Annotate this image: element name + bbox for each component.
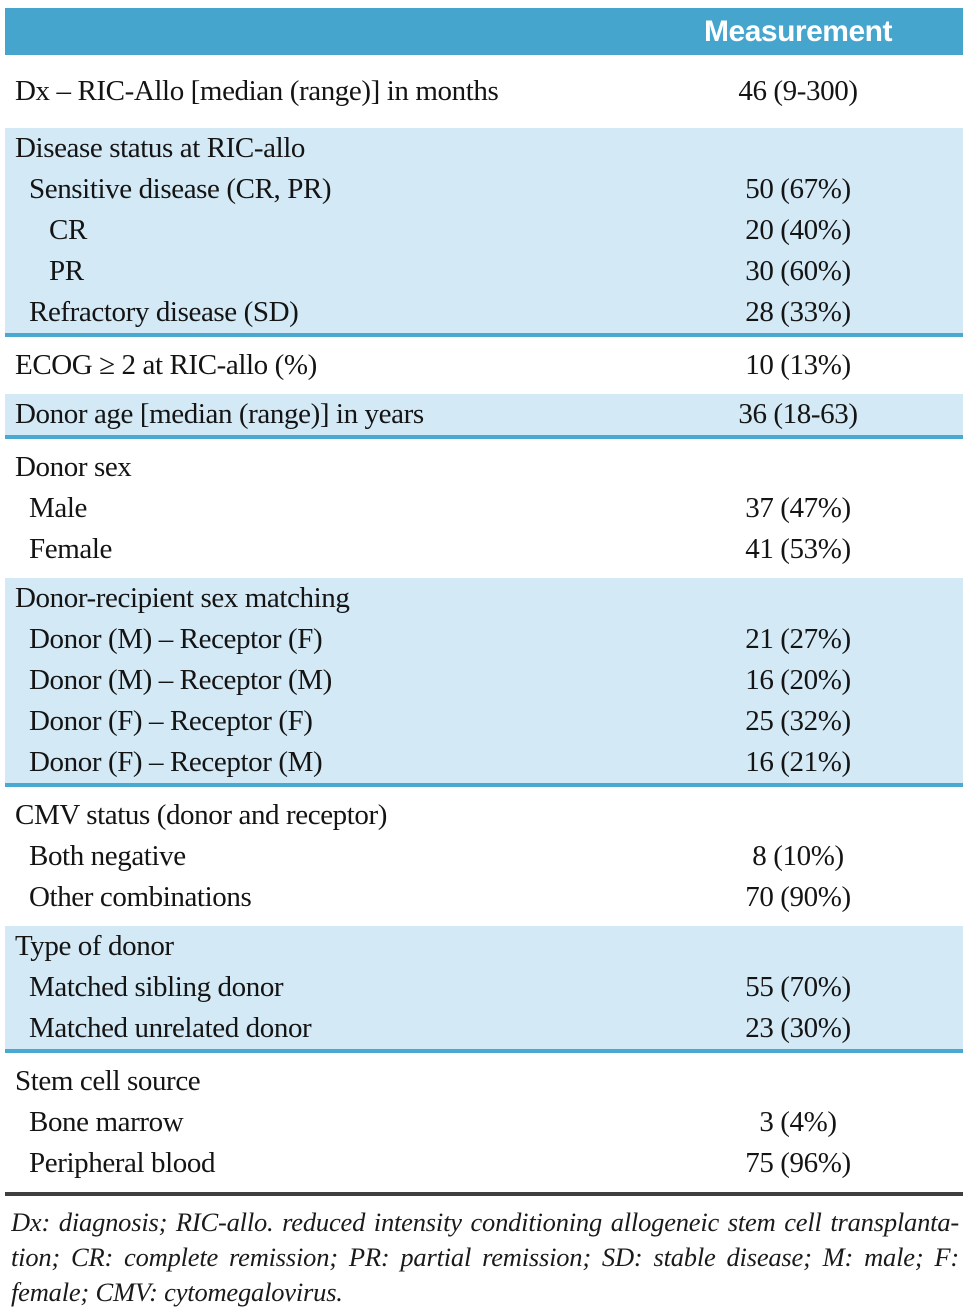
- table-row: Donor (F) – Receptor (F) 25 (32%): [5, 701, 963, 742]
- table-row: Donor age [median (range)] in years 36 (1…: [5, 394, 963, 435]
- row-value: 16 (21%): [745, 746, 851, 778]
- row-value: 21 (27%): [745, 623, 851, 655]
- table-section: Disease status at RIC-allo Sensitive dise…: [5, 128, 963, 337]
- table-row: Donor (M) – Receptor (F) 21 (27%): [5, 619, 963, 660]
- column-header-measurement: Measurement: [704, 14, 892, 48]
- row-value: 46 (9-300): [738, 75, 858, 107]
- table-section: Type of donor Matched sibling donor 55 (70…: [5, 926, 963, 1053]
- row-value: 25 (32%): [745, 705, 851, 737]
- row-value: 70 (90%): [745, 881, 851, 913]
- table-row: Matched unrelated donor 23 (30%): [5, 1008, 963, 1049]
- row-label: Disease status at RIC-allo: [15, 132, 306, 164]
- row-label: Donor age [median (range)] in years: [15, 398, 424, 430]
- row-value: 8 (10%): [752, 840, 844, 872]
- row-label: Female: [29, 533, 112, 565]
- table-row: Disease status at RIC-allo: [5, 128, 963, 169]
- table-footnote: Dx: diagnosis; RIC-allo. reduced intensi…: [5, 1205, 963, 1310]
- table-row: Bone marrow 3 (4%): [5, 1102, 963, 1143]
- table-section: Dx – RIC-Allo [median (range)] in months…: [5, 55, 963, 128]
- table-row: CR 20 (40%): [5, 210, 963, 251]
- table-section: Donor sex Male 37 (47%) Female 41 (53%): [5, 439, 963, 578]
- row-value: 30 (60%): [745, 255, 851, 287]
- patient-characteristics-table: Measurement Dx – RIC-Allo [median (range…: [5, 8, 963, 1310]
- table-section: Donor age [median (range)] in years 36 (1…: [5, 394, 963, 439]
- footnote-line: tion; CR: complete remission; PR: partia…: [11, 1242, 959, 1272]
- table-row: Sensitive disease (CR, PR) 50 (67%): [5, 169, 963, 210]
- table-row: CMV status (donor and receptor): [5, 795, 963, 836]
- row-label: Donor (M) – Receptor (M): [29, 664, 332, 696]
- row-label: Donor (M) – Receptor (F): [29, 623, 323, 655]
- row-label: Matched unrelated donor: [29, 1012, 312, 1044]
- footnote-line: female; CMV: cytomegalovirus.: [11, 1277, 343, 1307]
- row-label: Donor (F) – Receptor (M): [29, 746, 323, 778]
- row-label: Male: [29, 492, 87, 524]
- table-row: Both negative 8 (10%): [5, 836, 963, 877]
- row-label: Refractory disease (SD): [29, 296, 299, 328]
- table-row: Refractory disease (SD) 28 (33%): [5, 292, 963, 333]
- row-value: 55 (70%): [745, 971, 851, 1003]
- table-section: Donor-recipient sex matching Donor (M) – …: [5, 578, 963, 787]
- row-value: 16 (20%): [745, 664, 851, 696]
- row-value: [633, 926, 963, 967]
- table-bottom-rule: [5, 1192, 963, 1196]
- table-row: Other combinations 70 (90%): [5, 877, 963, 918]
- row-value: 37 (47%): [745, 492, 851, 524]
- row-label: Donor-recipient sex matching: [15, 582, 350, 614]
- row-label: PR: [49, 255, 84, 287]
- table-row: Matched sibling donor 55 (70%): [5, 967, 963, 1008]
- table-row: Type of donor: [5, 926, 963, 967]
- table-row: ECOG ≥ 2 at RIC-allo (%) 10 (13%): [5, 345, 963, 386]
- table-row: Donor (F) – Receptor (M) 16 (21%): [5, 742, 963, 783]
- table-row: Stem cell source: [5, 1061, 963, 1102]
- table-row: Dx – RIC-Allo [median (range)] in months…: [5, 71, 963, 112]
- row-value: [633, 578, 963, 619]
- footnote-line: Dx: diagnosis; RIC-allo. reduced intensi…: [11, 1207, 959, 1237]
- row-label: Type of donor: [15, 930, 174, 962]
- row-value: 20 (40%): [745, 214, 851, 246]
- row-label: Stem cell source: [15, 1065, 201, 1097]
- row-label: Sensitive disease (CR, PR): [29, 173, 332, 205]
- row-label: CR: [49, 214, 87, 246]
- row-value: [633, 447, 963, 488]
- row-value: [633, 795, 963, 836]
- table-section: Stem cell source Bone marrow 3 (4%) Periphe…: [5, 1053, 963, 1192]
- table-row: Donor-recipient sex matching: [5, 578, 963, 619]
- row-label: Donor sex: [15, 451, 132, 483]
- table-section: ECOG ≥ 2 at RIC-allo (%) 10 (13%): [5, 337, 963, 394]
- table-section: CMV status (donor and receptor) Both nega…: [5, 787, 963, 926]
- row-value: [633, 128, 963, 169]
- row-value: 3 (4%): [759, 1106, 837, 1138]
- table-row: Peripheral blood 75 (96%): [5, 1143, 963, 1184]
- header-label-spacer: [5, 8, 633, 55]
- row-label: CMV status (donor and receptor): [15, 799, 388, 831]
- table-row: PR 30 (60%): [5, 251, 963, 292]
- row-value: 28 (33%): [745, 296, 851, 328]
- row-value: 50 (67%): [745, 173, 851, 205]
- row-label: Dx – RIC-Allo [median (range)] in months: [15, 75, 499, 107]
- row-value: 75 (96%): [745, 1147, 851, 1179]
- row-value: 36 (18-63): [738, 398, 858, 430]
- row-value: [633, 1061, 963, 1102]
- row-label: Other combinations: [29, 881, 252, 913]
- row-value: 23 (30%): [745, 1012, 851, 1044]
- row-label: Peripheral blood: [29, 1147, 216, 1179]
- table-header-row: Measurement: [5, 8, 963, 55]
- row-label: ECOG ≥ 2 at RIC-allo (%): [15, 349, 317, 381]
- table-row: Donor sex: [5, 447, 963, 488]
- row-value: 10 (13%): [745, 349, 851, 381]
- row-label: Donor (F) – Receptor (F): [29, 705, 313, 737]
- row-value: 41 (53%): [745, 533, 851, 565]
- row-label: Both negative: [29, 840, 186, 872]
- table-row: Male 37 (47%): [5, 488, 963, 529]
- table-body: Dx – RIC-Allo [median (range)] in months…: [5, 55, 963, 1192]
- row-label: Matched sibling donor: [29, 971, 284, 1003]
- row-label: Bone marrow: [29, 1106, 184, 1138]
- table-row: Donor (M) – Receptor (M) 16 (20%): [5, 660, 963, 701]
- table-row: Female 41 (53%): [5, 529, 963, 570]
